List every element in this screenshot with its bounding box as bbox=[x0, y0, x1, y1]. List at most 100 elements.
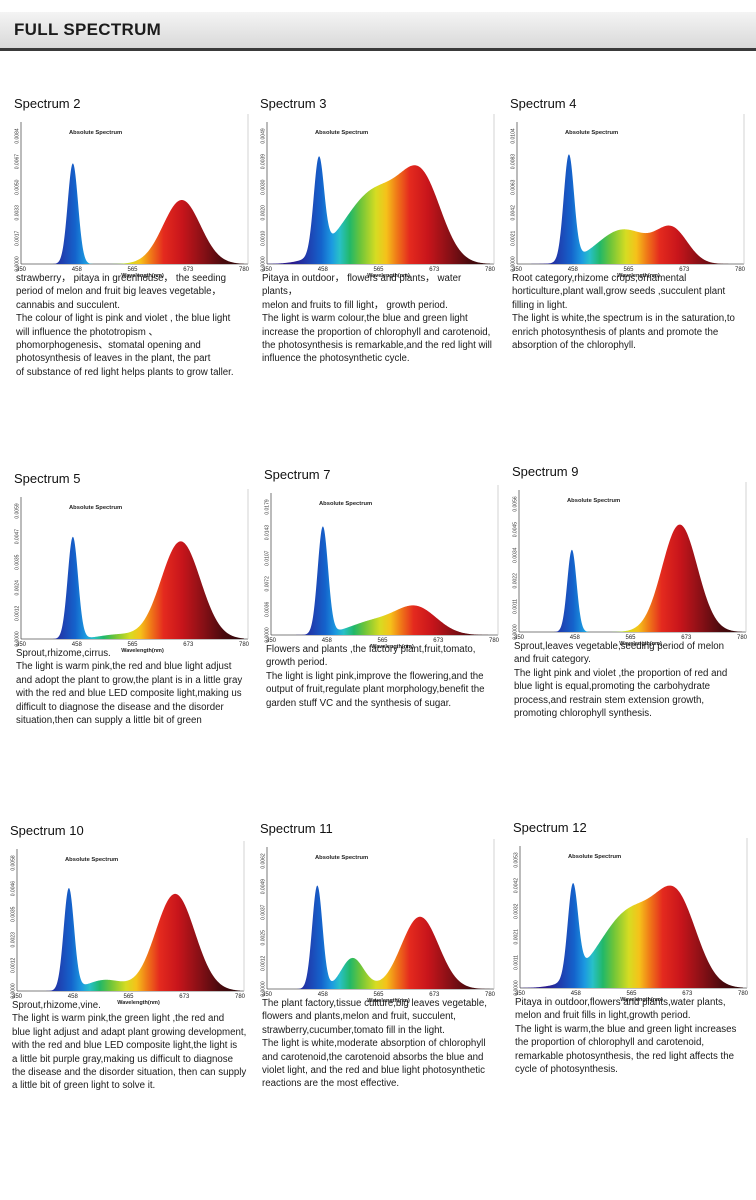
y-tick-label: 0.0024 bbox=[15, 580, 21, 596]
x-axis-label: Wavelength(nm) bbox=[117, 1000, 160, 1006]
description-line: Sprout,leaves vegetable,seeding period o… bbox=[514, 641, 725, 652]
spectrum-chart: 0.0000 0.0012 0.0025 0.0037 0.0049 0.0062 350 4… bbox=[261, 839, 496, 1004]
spectrum-area bbox=[517, 154, 740, 264]
spectrum-area bbox=[267, 885, 490, 989]
description-line: will influence the phototropism 、 bbox=[16, 326, 159, 338]
description-line: remarkable photosynthesis, the red light… bbox=[515, 1050, 734, 1062]
spectrum-title: Spectrum 7 bbox=[264, 467, 331, 482]
description-line: The light is warm pink,the green light ,… bbox=[12, 1013, 225, 1025]
y-tick-label: 0.0059 bbox=[15, 503, 21, 519]
description-line: blue light is equal,promoting the carboh… bbox=[514, 681, 711, 693]
spectrum-description: Sprout,rhizome,vine. The light is warm pi… bbox=[12, 999, 248, 1093]
description-line: Flowers and plants ,the factory plant,fr… bbox=[266, 644, 476, 655]
x-tick-label: 350 bbox=[262, 992, 273, 998]
y-tick-label: 0.0035 bbox=[15, 554, 21, 570]
y-tick-label: 0.0000 bbox=[511, 256, 517, 272]
spectrum-chart: 0.0000 0.0011 0.0022 0.0034 0.0045 0.0056 350 4… bbox=[513, 482, 748, 647]
x-tick-label: 458 bbox=[322, 638, 333, 644]
description-line: strawberry,cucumber,tomato fill in the l… bbox=[262, 1024, 445, 1036]
description-line: output of fruit,regulate plant morpholog… bbox=[266, 684, 485, 696]
spectrum-area bbox=[519, 524, 742, 632]
y-tick-label: 0.0000 bbox=[11, 983, 17, 999]
spectrum-title: Spectrum 5 bbox=[14, 471, 81, 486]
y-tick-label: 0.0049 bbox=[261, 879, 267, 895]
spectrum-chart: 0.0000 0.0017 0.0033 0.0050 0.0067 0.0084 350 4… bbox=[15, 114, 250, 279]
x-tick-label: 673 bbox=[179, 994, 190, 1000]
x-axis-label: Wavelength(nm) bbox=[121, 648, 164, 654]
y-tick-label: 0.0058 bbox=[11, 855, 17, 871]
description-line: increase the proportion of chlorophyll a… bbox=[262, 326, 491, 338]
description-line: promoting chlorophyll synthesis. bbox=[514, 708, 652, 720]
y-tick-label: 0.0053 bbox=[514, 852, 520, 868]
y-tick-label: 0.0020 bbox=[261, 205, 267, 221]
spectrum-area bbox=[267, 156, 490, 264]
x-axis-label: Wavelength(nm) bbox=[620, 997, 663, 1003]
description-line: photosynthesis of leaves in the plant, t… bbox=[16, 353, 211, 365]
spectrum-description: strawberry， pitaya in greenhouse， the se… bbox=[16, 272, 252, 379]
description-line: situation,then can supply a little bit o… bbox=[16, 715, 202, 727]
spectrum-chart: 0.0000 0.0011 0.0021 0.0032 0.0042 0.0053 350 4… bbox=[514, 838, 749, 1003]
spectrum-area bbox=[17, 887, 240, 991]
y-tick-label: 0.0010 bbox=[261, 231, 267, 247]
y-tick-label: 0.0000 bbox=[15, 256, 21, 272]
x-axis-label: Wavelength(nm) bbox=[619, 641, 662, 647]
x-tick-label: 350 bbox=[12, 994, 23, 1000]
y-tick-label: 0.0067 bbox=[15, 154, 21, 170]
description-line: with the red and blue LED composite ligh… bbox=[12, 1040, 238, 1052]
spectrum-description: The plant factory,tissue culture,big lea… bbox=[262, 997, 498, 1091]
description-line: process,and restrain stem extension grow… bbox=[514, 694, 705, 706]
x-axis-label: Wavelength(nm) bbox=[367, 273, 410, 279]
description-line: enrich photosynthesis of plants and prom… bbox=[512, 326, 719, 338]
description-line: difficult to diagnose the disease and th… bbox=[16, 701, 224, 713]
description-line: cycle of photosynthesis. bbox=[515, 1064, 618, 1076]
description-line: period of melon and fruit big leaves veg… bbox=[16, 286, 222, 298]
y-tick-label: 0.0022 bbox=[513, 573, 519, 589]
y-tick-label: 0.0034 bbox=[513, 547, 519, 563]
x-tick-label: 780 bbox=[735, 267, 746, 273]
chart-label: Absolute Spectrum bbox=[568, 854, 621, 860]
description-line: and carotenoid,the carotenoid absorbs th… bbox=[262, 1051, 484, 1063]
x-tick-label: 350 bbox=[512, 267, 523, 273]
description-line: garden stuff VC and the synthesis of sug… bbox=[266, 697, 452, 709]
y-tick-label: 0.0032 bbox=[514, 903, 520, 919]
description-line: cannabis and succulent. bbox=[16, 299, 120, 311]
spectrum-description: Sprout,rhizome,cirrus. The light is warm … bbox=[16, 647, 252, 727]
description-line: horticulture,plant wall,grow seeds ,succ… bbox=[512, 286, 726, 298]
description-line: with the red and blue LED composite ligh… bbox=[16, 688, 242, 700]
y-tick-label: 0.0012 bbox=[261, 956, 267, 972]
x-tick-label: 458 bbox=[68, 994, 79, 1000]
description-line: The light is warm pink,the red and blue … bbox=[16, 661, 232, 673]
description-line: The light pink and violet ,the proportio… bbox=[514, 667, 728, 679]
chart-label: Absolute Spectrum bbox=[565, 130, 618, 136]
y-tick-label: 0.0179 bbox=[265, 499, 271, 515]
x-axis-label: Wavelength(nm) bbox=[367, 998, 410, 1004]
y-tick-label: 0.0062 bbox=[261, 853, 267, 869]
x-axis-label: Wavelength(nm) bbox=[371, 644, 414, 650]
description-line: strawberry， pitaya in greenhouse， the se… bbox=[16, 273, 227, 284]
description-line: absorption of the chlorophyll. bbox=[512, 340, 636, 352]
x-tick-label: 673 bbox=[681, 635, 692, 641]
x-tick-label: 673 bbox=[679, 267, 690, 273]
y-tick-label: 0.0000 bbox=[265, 627, 271, 643]
description-line: The light is white,moderate absorption o… bbox=[262, 1038, 486, 1050]
y-tick-label: 0.0042 bbox=[514, 878, 520, 894]
x-tick-label: 673 bbox=[183, 642, 194, 648]
description-line: of substance of red light helps plants t… bbox=[16, 366, 234, 378]
description-line: reactions are the most effective. bbox=[262, 1078, 400, 1090]
description-line: The light is warm,the blue and green lig… bbox=[515, 1023, 737, 1035]
y-tick-label: 0.0011 bbox=[514, 955, 520, 970]
y-tick-label: 0.0084 bbox=[15, 128, 21, 144]
x-tick-label: 780 bbox=[239, 267, 250, 273]
spectrum-title: Spectrum 9 bbox=[512, 464, 579, 479]
x-tick-label: 780 bbox=[235, 994, 246, 1000]
y-tick-label: 0.0143 bbox=[265, 525, 271, 541]
x-tick-label: 565 bbox=[625, 635, 636, 641]
x-tick-label: 673 bbox=[183, 267, 194, 273]
x-tick-label: 350 bbox=[262, 267, 273, 273]
description-line: The light is warm colour,the blue and gr… bbox=[262, 313, 468, 325]
y-tick-label: 0.0011 bbox=[513, 599, 519, 614]
spectrum-area bbox=[271, 526, 494, 635]
description-line: the disease and the disorder situation, … bbox=[12, 1067, 247, 1079]
description-line: Pitaya in outdoor， flowers and plants， w… bbox=[262, 273, 462, 298]
spectrum-area bbox=[21, 536, 244, 639]
